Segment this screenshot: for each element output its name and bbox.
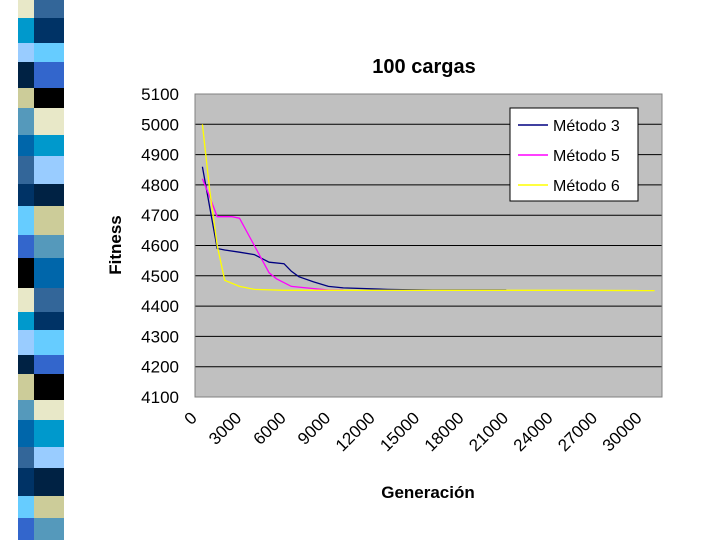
side-bar-block: [34, 43, 64, 62]
x-tick-label: 30000: [599, 408, 646, 455]
side-bar-block: [18, 108, 34, 135]
side-bar-block: [34, 108, 64, 135]
side-bar-block: [34, 312, 64, 330]
legend-label: Método 3: [553, 118, 620, 135]
side-bar-block: [34, 235, 64, 258]
side-bar-block: [18, 18, 34, 43]
side-bar-block: [18, 312, 34, 330]
side-bar-block: [18, 235, 34, 258]
x-tick-label: 18000: [421, 408, 468, 455]
y-tick-label: 4300: [141, 327, 179, 346]
side-bar-block: [18, 0, 34, 18]
side-bar-block: [18, 374, 34, 400]
x-tick-label: 27000: [554, 408, 601, 455]
side-bar-block: [18, 88, 34, 108]
side-bar-block: [34, 518, 64, 540]
side-bar-block: [34, 330, 64, 355]
legend-label: Método 5: [553, 148, 620, 165]
y-tick-label: 4800: [141, 176, 179, 195]
side-bar-block: [18, 206, 34, 235]
x-tick-label: 21000: [465, 408, 512, 455]
side-bar-block: [18, 447, 34, 468]
side-bar-block: [18, 420, 34, 447]
x-tick-label: 15000: [376, 408, 423, 455]
legend: Método 3 Método 5 Método 6: [509, 107, 639, 202]
side-bar-block: [18, 184, 34, 206]
x-tick-label: 12000: [332, 408, 379, 455]
side-bar-block: [34, 288, 64, 312]
side-bar-block: [18, 518, 34, 540]
side-bar-block: [34, 156, 64, 184]
side-bar-block: [34, 420, 64, 447]
side-bar-block: [18, 258, 34, 288]
plot-border: [194, 93, 663, 398]
side-bar-block: [34, 0, 64, 18]
x-tick-label: 0: [181, 408, 201, 428]
x-tick-label: 24000: [510, 408, 557, 455]
x-tick-label: 6000: [250, 408, 290, 448]
side-bar-block: [34, 374, 64, 400]
x-tick-label: 9000: [294, 408, 334, 448]
side-bar-block: [18, 288, 34, 312]
side-bar-block: [34, 496, 64, 518]
side-bar-block: [18, 355, 34, 374]
side-bar-block: [18, 62, 34, 88]
side-bar-block: [34, 88, 64, 108]
y-tick-label: 4400: [141, 297, 179, 316]
side-bar-block: [34, 206, 64, 235]
side-bar-block: [18, 330, 34, 355]
y-tick-label: 4600: [141, 237, 179, 256]
y-tick-label: 4100: [141, 388, 179, 407]
x-axis-title: Generación: [381, 483, 475, 502]
y-tick-label: 4200: [141, 358, 179, 377]
side-bar-block: [18, 135, 34, 156]
side-bar-block: [34, 258, 64, 288]
side-bar-block: [18, 43, 34, 62]
legend-label: Método 6: [553, 178, 620, 195]
y-tick-label: 4900: [141, 146, 179, 165]
series-line-m-todo-5: [201, 178, 344, 291]
side-bar-block: [18, 400, 34, 420]
side-bar-block: [34, 18, 64, 43]
side-bar-block: [34, 62, 64, 88]
series-line-m-todo-6: [201, 124, 655, 292]
y-tick-label: 5100: [141, 85, 179, 104]
chart-title: 100 cargas: [372, 56, 475, 78]
side-bar-block: [34, 400, 64, 420]
side-bar-block: [18, 468, 34, 496]
side-bar-block: [34, 135, 64, 156]
side-bar-block: [18, 496, 34, 518]
side-bar-block: [18, 156, 34, 184]
y-axis-title: Fitness: [106, 215, 125, 275]
y-tick-label: 5000: [141, 115, 179, 134]
side-bar-block: [34, 355, 64, 374]
side-bar-block: [34, 184, 64, 206]
side-bar-block: [34, 447, 64, 468]
decorative-side-bar: [18, 0, 64, 540]
x-tick-label: 3000: [205, 408, 245, 448]
side-bar-block: [34, 468, 64, 496]
y-tick-label: 4700: [141, 206, 179, 225]
y-tick-label: 4500: [141, 267, 179, 286]
